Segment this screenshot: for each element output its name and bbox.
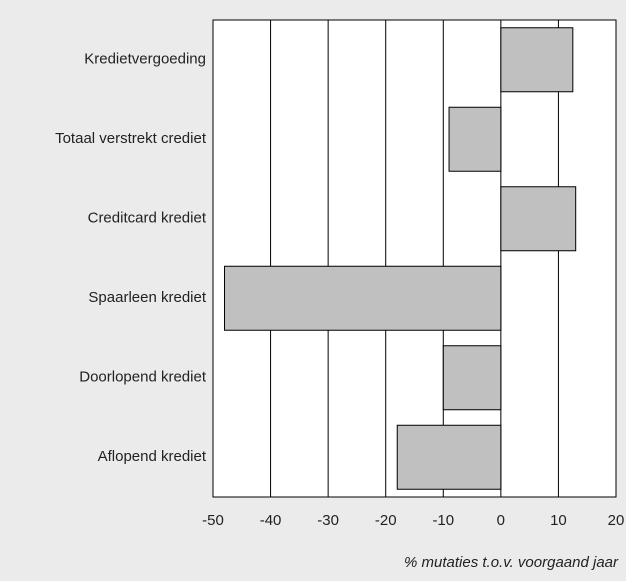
- x-axis-label: % mutaties t.o.v. voorgaand jaar: [404, 554, 619, 571]
- bar: [448, 106, 502, 172]
- plot-area: [213, 20, 616, 497]
- x-tick-label: -20: [375, 512, 397, 529]
- bar: [396, 424, 502, 490]
- x-tick-label: -40: [260, 512, 282, 529]
- bar: [442, 345, 502, 411]
- y-tick-label: Creditcard krediet: [88, 210, 207, 227]
- y-tick-label: Aflopend krediet: [98, 448, 207, 465]
- x-tick-label: -50: [202, 512, 224, 529]
- x-tick-label: 0: [497, 512, 505, 529]
- y-tick-label: Doorlopend krediet: [79, 369, 207, 386]
- plot-border: [212, 19, 617, 498]
- x-tick-label: -30: [317, 512, 339, 529]
- bar: [500, 186, 577, 252]
- x-tick-label: 20: [608, 512, 625, 529]
- y-tick-label: Spaarleen krediet: [88, 289, 206, 306]
- y-tick-label: Totaal verstrekt crediet: [55, 130, 207, 147]
- bar: [500, 27, 574, 93]
- bar: [224, 265, 502, 331]
- x-tick-label: 10: [550, 512, 567, 529]
- x-tick-label: -10: [432, 512, 454, 529]
- y-tick-label: Kredietvergoeding: [84, 51, 206, 68]
